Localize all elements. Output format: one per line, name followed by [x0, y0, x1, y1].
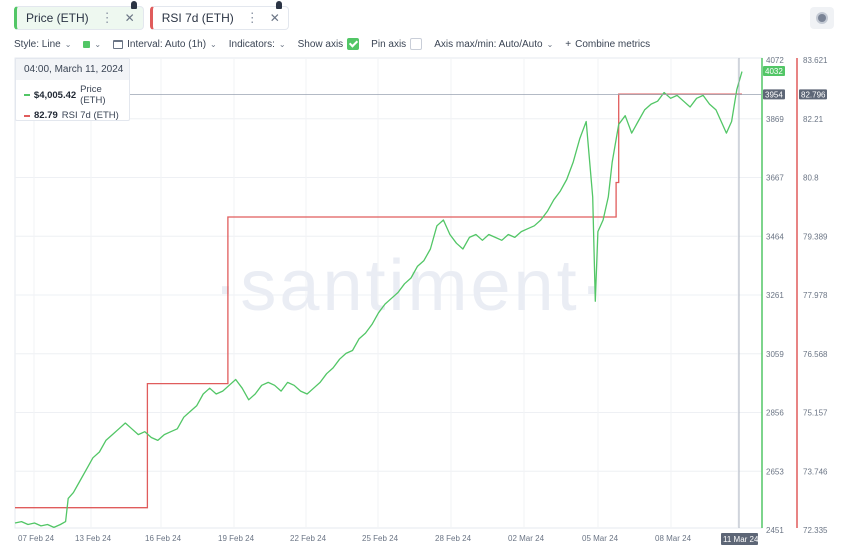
show-axis-toggle[interactable]: Show axis — [298, 38, 360, 50]
show-axis-checkbox[interactable] — [347, 38, 360, 50]
price-tick-label: 3869 — [766, 115, 784, 124]
close-icon[interactable]: ✕ — [269, 11, 280, 25]
tab-label: RSI 7d (ETH) — [161, 11, 234, 25]
price-current-badge — [763, 66, 785, 76]
price-tick-label: 3059 — [766, 350, 784, 359]
chevron-down-icon: ⌄ — [546, 39, 554, 49]
price-tick-label: 3261 — [766, 291, 784, 300]
rsi-legend-dash — [24, 114, 30, 117]
price-tick-label: 3464 — [766, 232, 784, 241]
calendar-icon — [113, 39, 124, 49]
metric-tabs: Price (ETH) ⋮ ✕ RSI 7d (ETH) ⋮ ✕ — [14, 1, 289, 30]
combine-metrics-button[interactable]: + Combine metrics — [565, 39, 650, 50]
tooltip-rsi-value: 82.79 — [34, 110, 58, 121]
tooltip-price-value: $4,005.42 — [33, 89, 77, 101]
gear-icon — [818, 14, 826, 22]
rsi-hover-badge — [799, 89, 827, 100]
interval-dropdown[interactable]: Interval: Auto (1h) ⌄ — [113, 39, 217, 50]
x-tick-label: 07 Feb 24 — [18, 534, 55, 543]
combine-metrics-label: Combine metrics — [575, 38, 651, 50]
pin-axis-toggle[interactable]: Pin axis — [371, 38, 423, 50]
settings-button[interactable] — [810, 7, 834, 29]
tooltip-rsi-row: 82.79 RSI 7d (ETH) — [16, 110, 129, 121]
color-swatch — [83, 40, 91, 48]
price-line — [14, 71, 743, 529]
price-tick-label: 2451 — [766, 526, 784, 535]
chevron-down-icon: ⌄ — [64, 39, 72, 49]
tooltip-rsi-name: RSI 7d (ETH) — [61, 110, 119, 121]
x-tick-label: 25 Feb 24 — [362, 534, 399, 543]
interval-label: Interval: Auto (1h) — [127, 38, 207, 50]
more-options-icon[interactable]: ⋮ — [245, 10, 259, 25]
rsi-tick-label: 83.621 — [803, 56, 828, 65]
price-hover-badge — [763, 89, 785, 100]
x-tick-label: 13 Feb 24 — [75, 534, 112, 543]
x-tick-label: 16 Feb 24 — [145, 534, 182, 543]
plus-icon: + — [565, 38, 572, 50]
rsi-line — [15, 93, 742, 509]
santiment-watermark: ·santiment· — [213, 246, 606, 326]
tab-price-eth[interactable]: Price (ETH) ⋮ ✕ — [14, 1, 144, 30]
price-tick-label: 3667 — [766, 174, 784, 183]
indicators-label: Indicators: — [228, 38, 275, 50]
axis-maxmin-dropdown[interactable]: Axis max/min: Auto/Auto ⌄ — [434, 39, 553, 50]
rsi-hover-value: 82.796 — [801, 90, 826, 99]
rsi-tick-label: 76.568 — [803, 350, 828, 359]
price-tick-label: 2856 — [766, 409, 784, 418]
indicators-dropdown[interactable]: Indicators: ⌄ — [229, 39, 286, 50]
x-tick-label: 22 Feb 24 — [290, 534, 327, 543]
tooltip-price-row: $4,005.42 Price (ETH) — [16, 84, 129, 106]
chevron-down-icon: ⌄ — [94, 39, 102, 49]
color-picker[interactable]: ⌄ — [83, 40, 101, 49]
pin-icon[interactable] — [275, 1, 282, 9]
chart-toolbar: Style: Line ⌄ ⌄ Interval: Auto (1h) ⌄ In… — [14, 37, 662, 51]
chevron-down-icon: ⌄ — [210, 39, 217, 49]
rsi-tick-label: 75.157 — [803, 409, 828, 418]
price-current-value: 4032 — [765, 67, 783, 76]
hover-tooltip: 04:00, March 11, 2024 $4,005.42 Price (E… — [15, 58, 130, 121]
price-hover-value: 3954 — [765, 90, 783, 99]
show-axis-label: Show axis — [297, 38, 344, 50]
axis-maxmin-label: Axis max/min: Auto/Auto — [434, 38, 543, 50]
tab-label: Price (ETH) — [26, 11, 89, 25]
x-tick-label: 02 Mar 24 — [508, 534, 545, 543]
x-tick-label: 05 Mar 24 — [582, 534, 619, 543]
rsi-tick-label: 73.746 — [803, 467, 828, 476]
style-label: Style: Line — [14, 38, 61, 50]
rsi-tick-label: 80.8 — [803, 174, 819, 183]
date-hover-value: 11 Mar 24 — [723, 535, 759, 544]
rsi-tick-label: 77.978 — [803, 291, 828, 300]
more-options-icon[interactable]: ⋮ — [100, 10, 114, 25]
price-legend-dash — [24, 94, 30, 96]
price-tick-label: 2653 — [766, 467, 784, 476]
pin-axis-label: Pin axis — [371, 38, 407, 50]
rsi-tick-label: 82.21 — [803, 115, 824, 124]
rsi-tick-label: 72.335 — [803, 526, 828, 535]
close-icon[interactable]: ✕ — [124, 11, 135, 25]
price-tick-label: 4072 — [766, 56, 784, 65]
pin-axis-checkbox[interactable] — [410, 38, 423, 50]
x-tick-label: 08 Mar 24 — [655, 534, 692, 543]
tooltip-price-name: Price (ETH) — [80, 84, 106, 106]
rsi-tick-label: 79.389 — [803, 232, 828, 241]
tooltip-date: 04:00, March 11, 2024 — [16, 59, 129, 80]
pin-icon[interactable] — [130, 1, 137, 9]
date-hover-badge — [721, 533, 758, 545]
chevron-down-icon: ⌄ — [278, 39, 286, 49]
x-tick-label: 28 Feb 24 — [435, 534, 472, 543]
style-dropdown[interactable]: Style: Line ⌄ — [14, 39, 71, 50]
tab-rsi-eth[interactable]: RSI 7d (ETH) ⋮ ✕ — [149, 1, 289, 30]
x-tick-label: 19 Feb 24 — [218, 534, 255, 543]
